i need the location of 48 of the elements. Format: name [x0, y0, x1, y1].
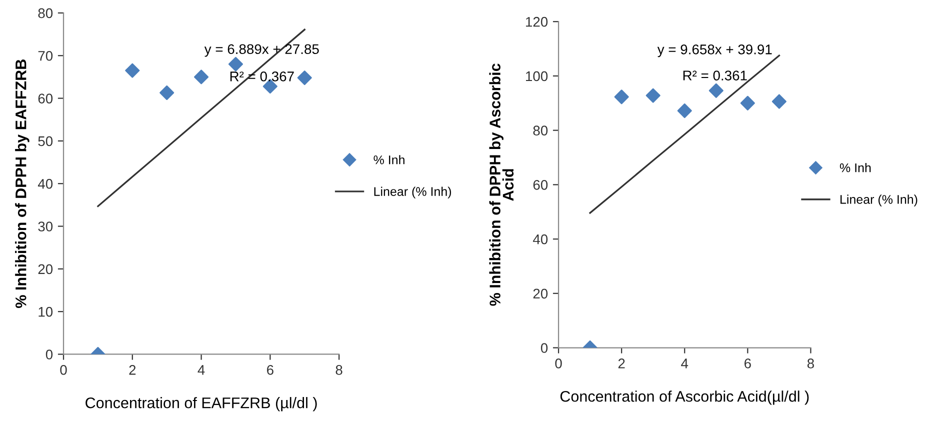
y-axis-title: % Inhibition of DPPH by Ascorbic Acid	[489, 64, 514, 306]
y-tick-label: 20	[38, 264, 53, 274]
point	[228, 56, 243, 72]
x-tick-label: 2	[618, 358, 625, 368]
y-tick-label: 0	[540, 343, 548, 353]
point	[677, 103, 692, 118]
annotation: R² = 0.361	[683, 70, 747, 80]
y-tick-label: 50	[38, 136, 53, 146]
x-axis-title: Concentration of EAFFZRB (µl/dl )	[86, 397, 317, 412]
y-tick-label: 0	[46, 350, 53, 360]
point	[772, 94, 786, 109]
y-tick-label: 30	[38, 222, 53, 232]
point	[708, 83, 724, 98]
x-tick-label: 0	[60, 365, 67, 375]
point	[646, 88, 660, 103]
x-tick-label: 4	[681, 358, 688, 368]
annotation: y = 9.658x + 39.91	[657, 44, 772, 58]
x-tick-label: 8	[807, 358, 814, 368]
x-tick-label: 4	[198, 365, 205, 375]
y-tick-label: 40	[532, 234, 548, 244]
point	[194, 70, 209, 84]
annotation: y = 6.889x + 27.85	[204, 44, 319, 57]
point	[614, 90, 629, 104]
x-tick-label: 6	[267, 365, 274, 375]
y-tick-label: 20	[533, 288, 548, 299]
y-tick-label: 100	[526, 71, 548, 82]
point	[160, 85, 174, 100]
x-axis-title: Concentration of Ascorbic Acid(µl/dl )	[560, 390, 809, 405]
legend-label: Linear (% Inh)	[374, 186, 452, 198]
y-tick-label: 80	[38, 8, 53, 18]
y-axis-title: % Inhibition of DPPH by EAFFZRB	[15, 60, 30, 308]
legend-label: Linear (% Inh)	[840, 194, 918, 206]
y-tick-label: 80	[533, 126, 548, 136]
point	[125, 63, 140, 78]
x-tick-label: 6	[744, 358, 751, 368]
x-tick-label: 0	[555, 358, 562, 368]
y-tick-label: 40	[38, 178, 53, 189]
y-tick-label: 60	[533, 180, 548, 190]
x-tick-label: 2	[129, 365, 136, 375]
point	[740, 96, 755, 110]
point	[297, 70, 312, 86]
y-tick-label: 70	[38, 50, 53, 61]
legend-label: % Inh	[374, 155, 404, 164]
y-tick-label: 10	[38, 306, 53, 317]
legend-label: % Inh	[840, 163, 871, 172]
y-tick-label: 120	[526, 16, 548, 27]
y-tick-label: 60	[38, 94, 53, 104]
x-tick-label: 8	[336, 365, 342, 375]
